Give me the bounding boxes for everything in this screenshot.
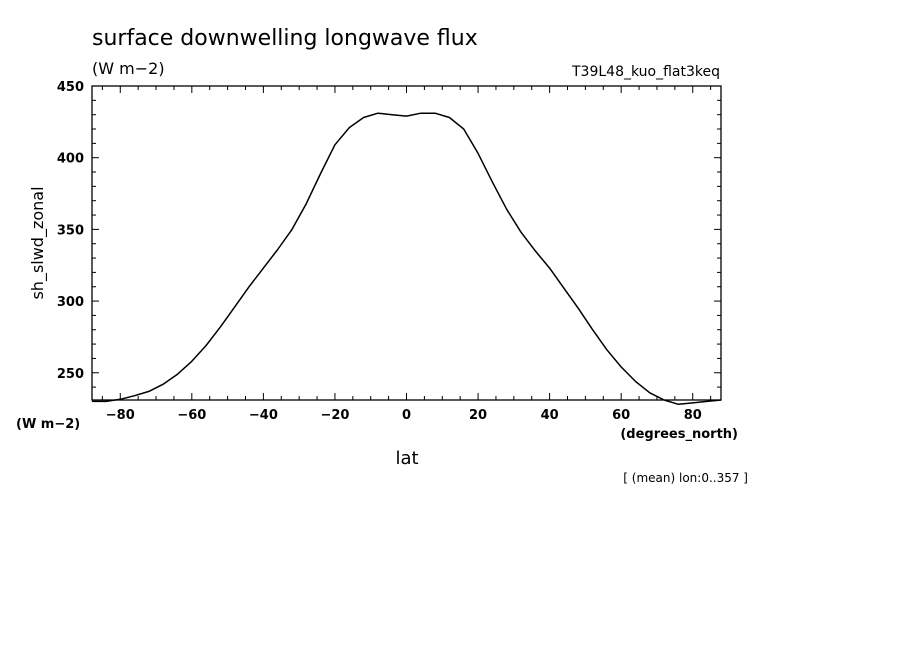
title-units: (W m−2) — [92, 59, 165, 78]
x-tick-label: 20 — [469, 408, 487, 423]
x-axis-units: (degrees_north) — [620, 427, 738, 442]
y-axis-units: (W m−2) — [16, 417, 80, 432]
plot-frame — [91, 85, 722, 401]
x-tick-label: −80 — [106, 408, 135, 423]
x-tick-label: −20 — [320, 408, 349, 423]
footnote: [ (mean) lon:0..357 ] — [623, 471, 748, 485]
x-tick-label: 40 — [541, 408, 559, 423]
y-tick-label: 300 — [57, 295, 84, 310]
y-tick-label: 350 — [57, 223, 84, 238]
chart-title: surface downwelling longwave flux — [92, 26, 478, 51]
series-line — [92, 112, 722, 406]
x-axis-label: lat — [395, 448, 418, 469]
y-axis-label: sh_slwd_zonal — [28, 186, 48, 299]
x-tick-label: −40 — [249, 408, 278, 423]
dataset-label: T39L48_kuo_flat3keq — [571, 64, 720, 80]
y-tick-label: 400 — [57, 152, 84, 167]
y-tick-label: 450 — [57, 80, 84, 95]
x-tick-label: 0 — [402, 408, 411, 423]
plot-area: −80 −60 −40 −20 0 20 40 60 80 250 300 350 400 450 — [57, 80, 722, 423]
x-tick-label: 60 — [612, 408, 630, 423]
x-tick-label: −60 — [177, 408, 206, 423]
y-tick-label: 250 — [57, 367, 84, 382]
x-tick-label: 80 — [684, 408, 702, 423]
